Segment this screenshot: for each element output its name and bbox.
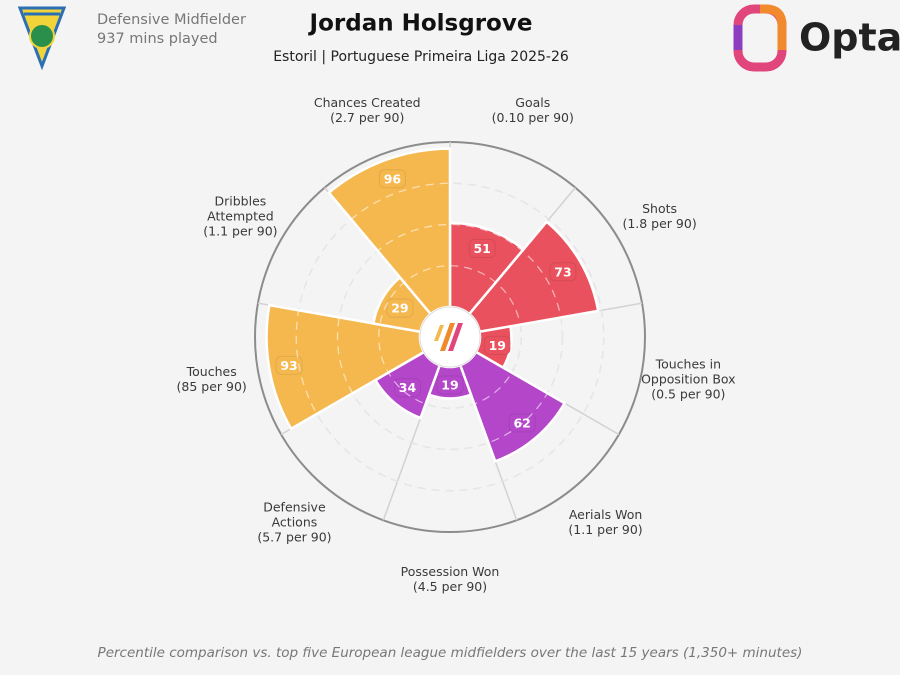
value-badge — [483, 335, 511, 355]
value-badge — [394, 378, 422, 398]
per90-label: (4.5 per 90) — [412, 579, 488, 594]
axis-label: Dribbles Attempted (1.1 per 90) — [203, 194, 277, 239]
value-label: 51 — [473, 241, 490, 256]
center-icon — [448, 323, 463, 351]
per90-label: (1.8 per 90) — [622, 216, 697, 231]
per90-label: (85 per 90) — [176, 379, 247, 395]
minutes: 937 mins played — [97, 31, 218, 47]
axis-label: Chances Created (2.7 per 90) — [314, 95, 421, 125]
brand: Opta — [799, 16, 900, 60]
center-icon — [440, 323, 455, 351]
grid-ring-overlay — [336, 223, 564, 451]
axis-label: Aerials Won (1.1 per 90) — [568, 507, 642, 537]
axis-label: Shots (1.8 per 90) — [622, 201, 696, 231]
category-name: Aerials Won — [568, 507, 643, 523]
position: Defensive Midfielder — [97, 12, 246, 28]
per90-label: (0.10 per 90) — [491, 109, 574, 125]
chart-subtitle: Estoril | Portuguese Primeira Liga 2025-… — [273, 49, 569, 65]
axis-label: Defensive Actions (5.7 per 90) — [257, 500, 331, 545]
per90-label: (1.1 per 90) — [203, 223, 278, 239]
category-name: Dribbles Attempted — [207, 193, 274, 224]
footnote: Percentile comparison vs. top five Europ… — [98, 645, 803, 661]
axis-label: Touches in Opposition Box (0.5 per 90) — [641, 357, 736, 402]
value-label: 29 — [391, 301, 408, 316]
value-badge — [468, 239, 496, 259]
value-badge — [549, 262, 577, 282]
axis-label: Touches (85 per 90) — [177, 364, 247, 394]
value-badge — [386, 298, 414, 318]
value-label: 93 — [280, 358, 297, 373]
per90-label: (1.1 per 90) — [568, 522, 643, 538]
category-name: Defensive Actions — [263, 499, 326, 530]
category-name: Touches — [186, 364, 237, 380]
center-icon — [434, 325, 444, 341]
axis-label: Goals (0.10 per 90) — [492, 95, 574, 125]
category-name: Chances Created — [313, 94, 421, 110]
value-badge — [436, 375, 464, 395]
per90-label: (2.7 per 90) — [330, 109, 405, 125]
per90-label: (5.7 per 90) — [257, 529, 332, 545]
opta-logo: Opta — [733, 4, 900, 72]
value-label: 19 — [489, 338, 506, 353]
value-label: 19 — [441, 378, 458, 393]
per90-label: (0.5 per 90) — [651, 386, 726, 402]
category-name: Goals — [515, 94, 551, 110]
category-name: Possession Won — [400, 564, 500, 579]
value-label: 34 — [399, 380, 417, 395]
club-badge — [17, 6, 67, 71]
grid-ring-overlay — [378, 265, 522, 409]
value-label: 73 — [554, 264, 571, 279]
category-name: Touches in Opposition Box — [641, 356, 736, 387]
chart-title: Jordan Holsgrove — [308, 11, 533, 37]
value-label: 96 — [384, 171, 402, 186]
value-badge — [378, 169, 406, 189]
axis-label: Possession Won (4.5 per 90) — [401, 564, 500, 594]
category-name: Shots — [642, 201, 678, 216]
value-badge — [275, 355, 303, 375]
grid-ring-overlay — [295, 182, 605, 492]
